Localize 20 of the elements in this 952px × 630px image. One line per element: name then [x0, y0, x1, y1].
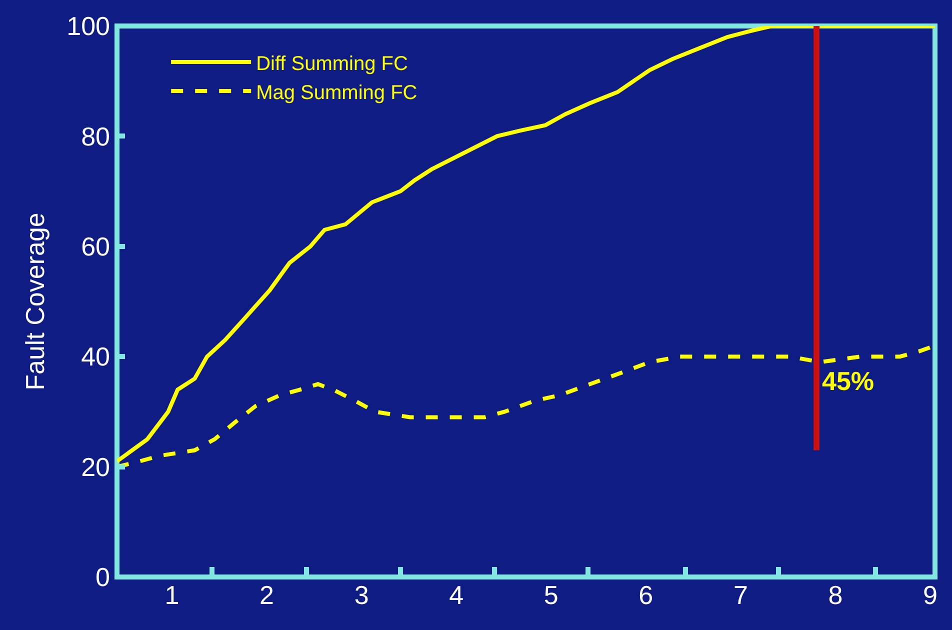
- legend-label: Diff Summing FC: [256, 52, 408, 75]
- x-tick-label: 3: [354, 580, 369, 610]
- x-tick-label: 6: [638, 580, 654, 610]
- x-tick-label: 9: [923, 580, 938, 610]
- legend-label: Mag Summing FC: [256, 82, 418, 104]
- x-tick-label: 5: [544, 580, 558, 610]
- x-tick-label: 1: [164, 580, 180, 610]
- x-tick-label: 7: [733, 580, 748, 610]
- y-tick-label: 20: [81, 452, 110, 482]
- y-axis-title: Fault Coverage: [20, 212, 50, 390]
- line-series: [117, 26, 935, 464]
- y-tick-label: 80: [81, 121, 110, 152]
- x-tick-label: 8: [828, 580, 843, 610]
- y-tick-label: 100: [66, 11, 110, 42]
- x-tick-label: 4: [449, 580, 464, 610]
- x-tick-label: 2: [260, 580, 274, 610]
- annotation: 45%: [822, 366, 874, 396]
- y-tick-label: 0: [96, 562, 110, 592]
- y-tick-label: 40: [81, 342, 110, 372]
- y-tick-label: 60: [81, 232, 110, 262]
